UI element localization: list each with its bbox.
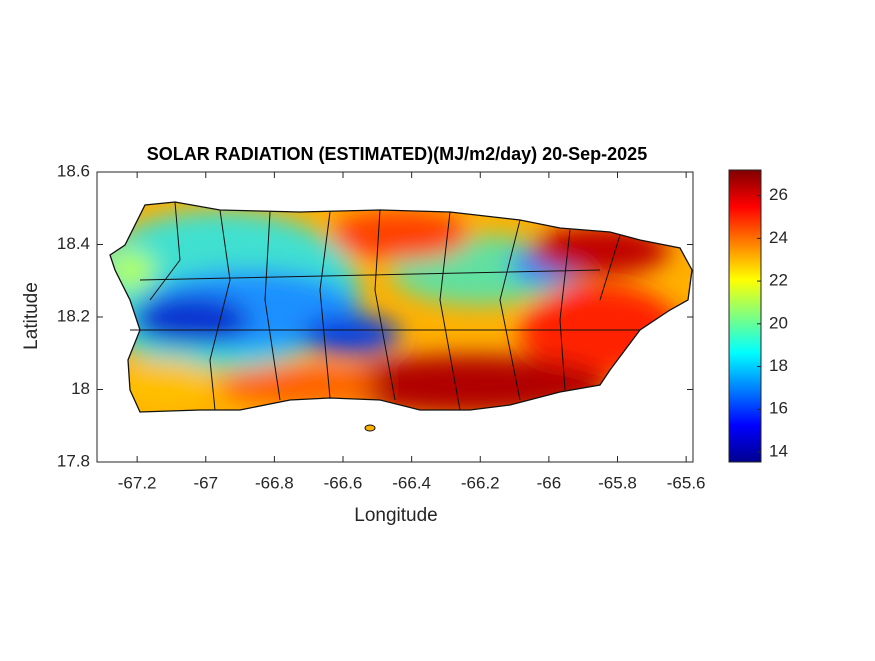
colorbar-tick-label: 18	[769, 356, 788, 375]
x-axis-label: Longitude	[354, 505, 437, 526]
colorbar-tick-label: 26	[769, 185, 788, 204]
island-small	[364, 424, 376, 432]
y-axis-label: Latitude	[21, 282, 42, 350]
x-tick-label: -66.6	[324, 473, 363, 492]
x-tick-label: -66	[537, 473, 562, 492]
x-tick-label: -65.8	[598, 473, 637, 492]
y-tick-label: 17.8	[57, 451, 90, 470]
colorbar-tick-label: 22	[769, 271, 788, 290]
x-tick-label: -67.2	[118, 473, 157, 492]
x-tick-label: -65.6	[667, 473, 706, 492]
colorbar-tick-label: 14	[769, 441, 788, 460]
x-tick-label: -66.8	[255, 473, 294, 492]
x-tick-label: -66.4	[392, 473, 431, 492]
colorbar-tick-label: 24	[769, 228, 788, 247]
chart-title: SOLAR RADIATION (ESTIMATED)(MJ/m2/day) 2…	[147, 144, 647, 164]
coastline	[109, 201, 693, 413]
colorbar	[728, 169, 762, 463]
x-tick-label: -67	[193, 473, 218, 492]
y-tick-label: 18.2	[57, 306, 90, 325]
y-tick-label: 18.4	[57, 234, 90, 253]
y-tick-label: 18.6	[57, 161, 90, 180]
y-tick-label: 18	[71, 379, 90, 398]
municipal-boundaries	[130, 201, 640, 411]
colorbar-tick-label: 20	[769, 313, 788, 332]
x-tick-label: -66.2	[461, 473, 500, 492]
colorbar-tick-label: 16	[769, 399, 788, 418]
